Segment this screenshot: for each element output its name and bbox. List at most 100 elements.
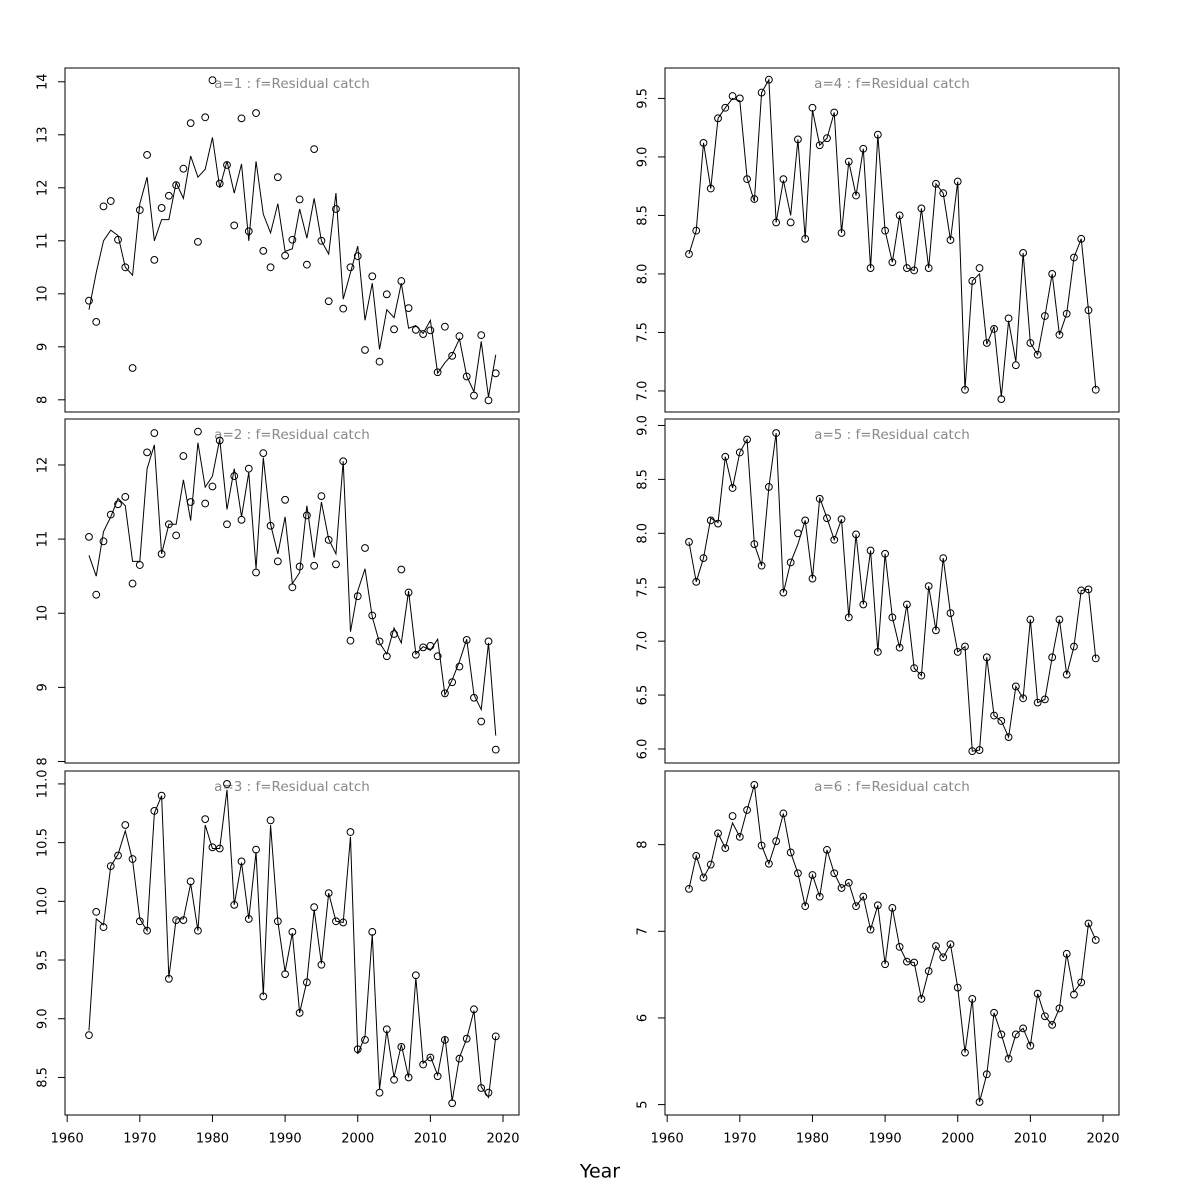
observed-point bbox=[917, 994, 926, 1003]
observed-point bbox=[85, 532, 93, 541]
observed-point bbox=[728, 92, 737, 100]
observed-point bbox=[895, 942, 904, 951]
y-tick-label: 8 bbox=[636, 841, 651, 849]
observed-point bbox=[230, 221, 239, 230]
observed-point bbox=[339, 304, 348, 313]
fitted-line bbox=[88, 137, 497, 398]
observed-point bbox=[1033, 350, 1042, 359]
x-tick-label: 1990 bbox=[269, 1132, 302, 1147]
observed-point bbox=[990, 325, 998, 333]
observed-point bbox=[419, 330, 428, 338]
observed-point bbox=[266, 816, 275, 825]
y-tick-label: 14 bbox=[36, 74, 51, 91]
observed-point bbox=[714, 829, 722, 838]
observed-point bbox=[201, 113, 210, 122]
observed-point bbox=[433, 368, 442, 377]
observed-point bbox=[895, 643, 904, 652]
observed-point bbox=[252, 568, 260, 577]
observed-point bbox=[397, 1043, 406, 1051]
observed-point bbox=[743, 806, 751, 814]
observed-point bbox=[92, 317, 101, 326]
x-tick-label: 1980 bbox=[796, 1132, 829, 1147]
observed-point bbox=[939, 189, 948, 198]
observed-point bbox=[455, 1054, 464, 1063]
observed-point bbox=[685, 538, 693, 546]
observed-point bbox=[888, 258, 897, 267]
observed-point bbox=[121, 821, 130, 829]
x-tick-label: 1970 bbox=[723, 1132, 756, 1147]
observed-point bbox=[721, 844, 730, 853]
observed-point bbox=[779, 809, 788, 818]
observed-point bbox=[397, 565, 406, 574]
observed-point bbox=[375, 637, 384, 646]
y-tick-label: 10 bbox=[36, 605, 51, 622]
observed-point bbox=[728, 812, 737, 820]
observed-point bbox=[128, 579, 137, 588]
observed-point bbox=[223, 520, 231, 529]
panel-title: a=2 : f=Residual catch bbox=[214, 427, 370, 443]
fitted-line bbox=[688, 432, 1097, 752]
observed-point bbox=[252, 109, 260, 117]
observed-point bbox=[815, 892, 824, 901]
observed-point bbox=[997, 1030, 1006, 1039]
observed-point bbox=[368, 611, 377, 620]
panel-title: a=3 : f=Residual catch bbox=[214, 779, 370, 795]
fitted-line bbox=[88, 789, 497, 1101]
observed-point bbox=[859, 892, 868, 901]
observed-point bbox=[794, 869, 802, 878]
observed-point bbox=[99, 537, 108, 546]
observed-point bbox=[281, 495, 289, 504]
plot-frame bbox=[664, 770, 1120, 1116]
observed-point bbox=[310, 145, 319, 153]
y-tick-label: 8 bbox=[36, 757, 51, 765]
observed-point bbox=[924, 967, 933, 976]
observed-point bbox=[114, 851, 122, 860]
y-tick-label: 8.5 bbox=[636, 469, 651, 490]
observed-point bbox=[194, 237, 202, 246]
observed-point bbox=[85, 1031, 93, 1040]
y-tick-label: 10.0 bbox=[36, 887, 51, 916]
observed-point bbox=[953, 648, 962, 656]
observed-point bbox=[491, 745, 500, 754]
observed-point bbox=[685, 250, 693, 258]
observed-point bbox=[1011, 361, 1020, 370]
observed-point bbox=[786, 558, 795, 567]
y-tick-label: 7.0 bbox=[636, 631, 651, 652]
observed-point bbox=[194, 427, 202, 436]
observed-point bbox=[150, 429, 159, 437]
y-tick-label: 8.0 bbox=[636, 523, 651, 544]
y-tick-label: 8.0 bbox=[636, 264, 651, 285]
observed-point bbox=[106, 510, 115, 519]
observed-point bbox=[852, 191, 860, 200]
observed-point bbox=[237, 114, 246, 123]
observed-point bbox=[346, 636, 355, 645]
observed-point bbox=[699, 554, 708, 563]
panel-title: a=5 : f=Residual catch bbox=[814, 427, 970, 443]
observed-point bbox=[477, 717, 486, 726]
observed-point bbox=[837, 884, 846, 892]
observed-point bbox=[786, 848, 795, 857]
observed-point bbox=[455, 662, 464, 671]
observed-point bbox=[317, 236, 326, 245]
y-tick-label: 7 bbox=[636, 927, 651, 935]
observed-point bbox=[997, 717, 1006, 725]
y-tick-label: 10.5 bbox=[36, 828, 51, 857]
observed-point bbox=[1011, 1030, 1020, 1039]
observed-point bbox=[735, 448, 744, 457]
observed-point bbox=[390, 325, 398, 334]
observed-point bbox=[808, 871, 817, 879]
observed-point bbox=[728, 484, 737, 492]
observed-point bbox=[932, 942, 940, 950]
observed-point bbox=[317, 492, 326, 501]
observed-point bbox=[975, 264, 984, 272]
y-tick-label: 9.0 bbox=[36, 1008, 51, 1029]
observed-point bbox=[1004, 1054, 1013, 1063]
y-tick-label: 8 bbox=[36, 396, 51, 404]
plot-frame bbox=[64, 418, 520, 764]
y-tick-label: 11 bbox=[36, 531, 51, 548]
y-tick-label: 8.5 bbox=[36, 1067, 51, 1088]
observed-point bbox=[332, 917, 340, 926]
observed-point bbox=[1091, 936, 1100, 944]
x-tick-label: 2000 bbox=[341, 1132, 374, 1147]
